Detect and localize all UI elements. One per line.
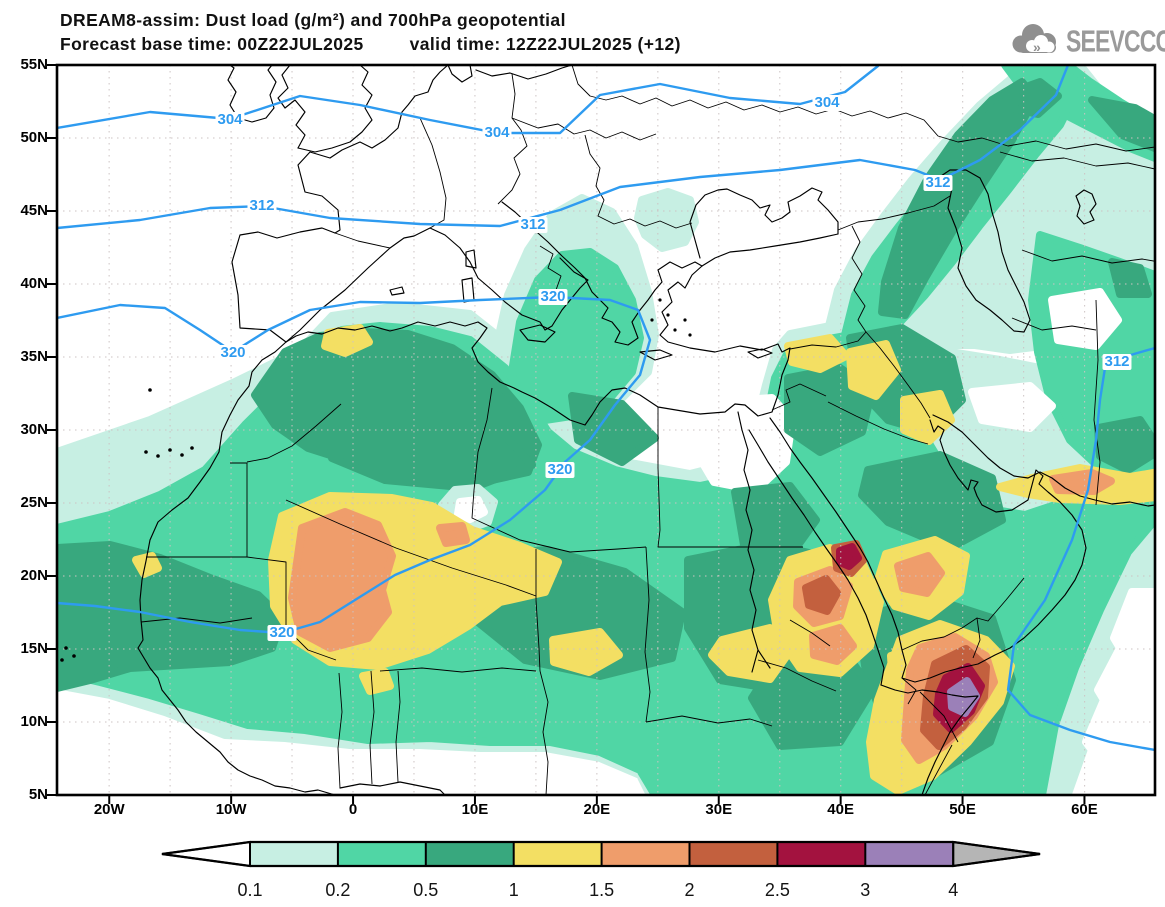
lat-tick-label: 5N	[28, 786, 48, 803]
lat-tick-label: 55N	[20, 56, 48, 73]
map-canvas	[47, 63, 1157, 804]
map-labels-overlay: 55N 50N 45N 40N 35N 30N 25N 20N 15N 10N 5N 20W 10W 0 1…	[20, 56, 1132, 818]
geopotential-contour-label: 320	[267, 624, 297, 641]
geopotential-contour-label: 304	[812, 94, 842, 111]
colorbar-tick-label: 1	[509, 880, 519, 900]
colorbar-tick-label: 0.2	[325, 880, 350, 900]
geopotential-contour-label: 304	[215, 111, 245, 128]
axis-ticks	[47, 64, 1086, 804]
country-borders-layer	[140, 65, 1155, 795]
geopotential-contour-label: 320	[545, 461, 575, 478]
colorbar-tick-label: 2	[684, 880, 694, 900]
map-frame	[55, 63, 1157, 797]
lat-tick-label: 25N	[20, 494, 48, 511]
lat-tick-label: 20N	[20, 567, 48, 584]
geopotential-contour-label: 312	[1102, 353, 1132, 370]
lat-tick-label: 35N	[20, 348, 48, 365]
lon-tick-label: 20W	[93, 801, 125, 818]
island-dots	[60, 298, 692, 662]
lon-tick-label: 10W	[215, 801, 247, 818]
geopotential-contour-label: 320	[538, 288, 568, 305]
lon-tick-label: 20E	[583, 801, 611, 818]
geopotential-contour-label: 312	[247, 197, 277, 214]
lon-tick-label: 30E	[705, 801, 733, 818]
geopotential-contour-label: 320	[218, 344, 248, 361]
logo-text: SEEVCCC	[1066, 24, 1165, 58]
chart-title: DREAM8-assim: Dust load (g/m²) and 700hP…	[60, 10, 566, 30]
dust-load-colorbar: 0.1 0.2 0.5 1 1.5 2 2.5 3 4	[161, 840, 1041, 900]
lon-tick-label: 50E	[949, 801, 976, 818]
colorbar-tick-label: 0.5	[413, 880, 438, 900]
lat-tick-label: 30N	[20, 421, 48, 438]
colorbar-tick-label: 3	[860, 880, 870, 900]
seevccc-logo: » SEEVCCC	[1008, 20, 1165, 63]
chart-header: DREAM8-assim: Dust load (g/m²) and 700hP…	[60, 8, 681, 56]
lon-tick-label: 10E	[461, 801, 489, 818]
coastlines-layer	[137, 65, 1155, 795]
lat-tick-label: 15N	[20, 640, 48, 657]
lat-tick-label: 50N	[20, 129, 48, 146]
cloud-double-chevron-icon: »	[1008, 20, 1062, 63]
chart-subtitle: Forecast base time: 00Z22JUL2025 valid ti…	[60, 32, 681, 56]
geopotential-contour-label: 312	[923, 174, 953, 191]
lon-tick-label: 60E	[1071, 801, 1098, 818]
colorbar-tick-label: 1.5	[589, 880, 614, 900]
dust-shading-layer	[57, 65, 1155, 795]
geopotential-contour-label: 304	[482, 124, 512, 141]
colorbar-tick-label: 0.1	[237, 880, 262, 900]
svg-text:»: »	[1033, 39, 1041, 55]
lat-tick-label: 40N	[20, 275, 48, 292]
colorbar-tick-label: 2.5	[765, 880, 790, 900]
forecast-base-time: Forecast base time: 00Z22JUL2025	[60, 34, 364, 54]
lon-tick-label: 0	[348, 801, 358, 818]
valid-time: valid time: 12Z22JUL2025 (+12)	[409, 34, 681, 54]
lat-tick-label: 45N	[20, 202, 48, 219]
lat-tick-label: 10N	[20, 713, 48, 730]
lon-tick-label: 40E	[827, 801, 854, 818]
colorbar-tick-label: 4	[948, 880, 958, 900]
geopotential-contour-label: 312	[518, 216, 548, 233]
